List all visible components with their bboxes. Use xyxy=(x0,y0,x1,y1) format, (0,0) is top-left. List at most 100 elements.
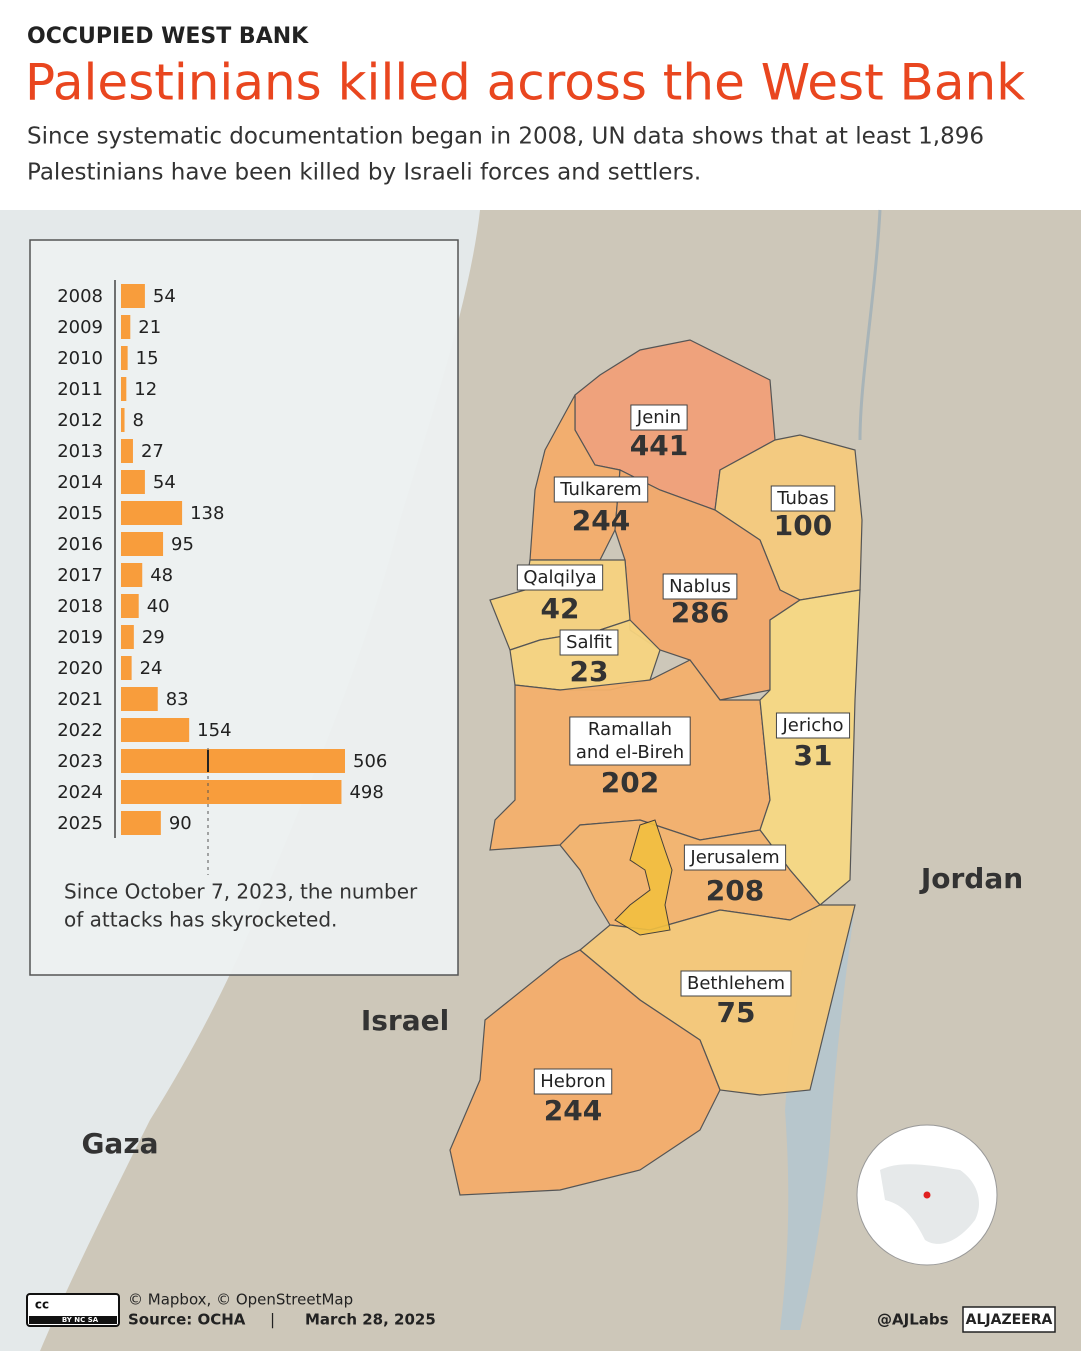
region-value: 244 xyxy=(572,504,630,537)
region-value: 286 xyxy=(671,596,729,629)
value-label: 21 xyxy=(138,317,161,338)
region-name: Jerusalem xyxy=(689,847,779,868)
value-label: 90 xyxy=(169,813,192,834)
bar xyxy=(121,594,139,618)
value-label: 54 xyxy=(153,286,176,307)
value-label: 95 xyxy=(171,534,194,555)
y-tick-label: 2021 xyxy=(57,689,103,710)
region-name: and el-Bireh xyxy=(576,742,684,763)
region-label-box xyxy=(569,716,691,766)
bar xyxy=(121,749,345,773)
subtitle: Palestinians have been killed by Israeli… xyxy=(27,160,701,186)
bar xyxy=(121,811,161,835)
y-tick-label: 2024 xyxy=(57,782,103,803)
region-name: Tubas xyxy=(776,488,829,509)
bar xyxy=(121,439,133,463)
y-tick-label: 2015 xyxy=(57,503,103,524)
region-value: 208 xyxy=(706,874,764,907)
bar xyxy=(121,687,158,711)
region-value: 75 xyxy=(717,996,756,1029)
value-label: 8 xyxy=(133,410,144,431)
value-label: 498 xyxy=(349,782,383,803)
east-jerusalem xyxy=(614,819,673,936)
region-name: Nablus xyxy=(669,576,731,597)
country-label: Jordan xyxy=(919,862,1023,895)
value-label: 83 xyxy=(166,689,189,710)
country-label: Gaza xyxy=(81,1127,158,1160)
annotation: Since October 7, 2023, the number xyxy=(64,880,418,904)
bar xyxy=(121,625,134,649)
region-label-box xyxy=(683,844,787,871)
globe-marker xyxy=(923,1191,931,1199)
bar xyxy=(121,470,145,494)
value-label: 24 xyxy=(140,658,163,679)
bar xyxy=(121,563,143,587)
y-tick-label: 2014 xyxy=(57,472,103,493)
value-label: 27 xyxy=(141,441,164,462)
region-value: 100 xyxy=(774,509,832,542)
separator: | xyxy=(270,1311,275,1329)
handle: @AJLabs xyxy=(877,1311,949,1329)
value-label: 15 xyxy=(136,348,159,369)
region-name: Qalqilya xyxy=(523,567,596,588)
region-name: Jenin xyxy=(636,407,681,428)
region-label-box xyxy=(662,573,738,600)
y-tick-label: 2023 xyxy=(57,751,103,772)
brand: ALJAZEERA xyxy=(966,1312,1053,1328)
value-label: 154 xyxy=(197,720,231,741)
region-name: Jericho xyxy=(781,715,843,736)
subtitle: Since systematic documentation began in … xyxy=(27,124,984,150)
region-label-box xyxy=(553,476,649,503)
y-tick-label: 2017 xyxy=(57,565,103,586)
region-value: 23 xyxy=(570,655,609,688)
globe-land xyxy=(880,1164,980,1244)
region-value: 31 xyxy=(794,739,833,772)
y-tick-label: 2010 xyxy=(57,348,103,369)
brand-box xyxy=(962,1306,1056,1333)
title: Palestinians killed across the West Bank xyxy=(25,54,1025,112)
annotation: of attacks has skyrocketed. xyxy=(64,908,337,932)
value-label: 48 xyxy=(150,565,173,586)
region-value: 441 xyxy=(630,429,688,462)
bar xyxy=(121,315,131,339)
header-bg xyxy=(0,0,1081,210)
region-name: Bethlehem xyxy=(687,973,785,994)
value-label: 138 xyxy=(190,503,224,524)
bar xyxy=(121,377,127,401)
y-tick-label: 2013 xyxy=(57,441,103,462)
country-label: Israel xyxy=(361,1004,449,1037)
value-label: 29 xyxy=(142,627,165,648)
y-tick-label: 2018 xyxy=(57,596,103,617)
region-value: 244 xyxy=(544,1094,602,1127)
jordan-river xyxy=(858,209,882,441)
y-tick-label: 2016 xyxy=(57,534,103,555)
cc-label: cc xyxy=(35,1298,49,1312)
bar xyxy=(121,532,164,556)
region-label-box xyxy=(680,970,792,997)
bar xyxy=(121,284,145,308)
bar xyxy=(121,346,128,370)
y-tick-label: 2020 xyxy=(57,658,103,679)
chart-panel: 2008 54 2009 21 2010 15 2011 12 2012 8 2013 27 2014 5… xyxy=(29,239,459,976)
value-label: 12 xyxy=(134,379,157,400)
region-label-box xyxy=(533,1068,613,1095)
region-name: Hebron xyxy=(540,1071,605,1092)
region-label-box xyxy=(516,564,604,591)
date: March 28, 2025 xyxy=(305,1311,436,1329)
bar xyxy=(121,656,132,680)
cc-band xyxy=(29,1316,117,1324)
region-value: 202 xyxy=(601,766,659,799)
panel-bg xyxy=(29,239,459,976)
bar xyxy=(121,501,183,525)
bar xyxy=(121,408,125,432)
value-label: 54 xyxy=(153,472,176,493)
y-tick-label: 2025 xyxy=(57,813,103,834)
y-tick-label: 2012 xyxy=(57,410,103,431)
cc-terms: BY NC SA xyxy=(62,1316,99,1324)
y-tick-label: 2011 xyxy=(57,379,103,400)
region-name: Tulkarem xyxy=(559,479,641,500)
footer: cc BY NC SA © Mapbox, © OpenStreetMap So… xyxy=(26,1291,1056,1333)
bar xyxy=(121,718,190,742)
region-value: 42 xyxy=(541,592,580,625)
